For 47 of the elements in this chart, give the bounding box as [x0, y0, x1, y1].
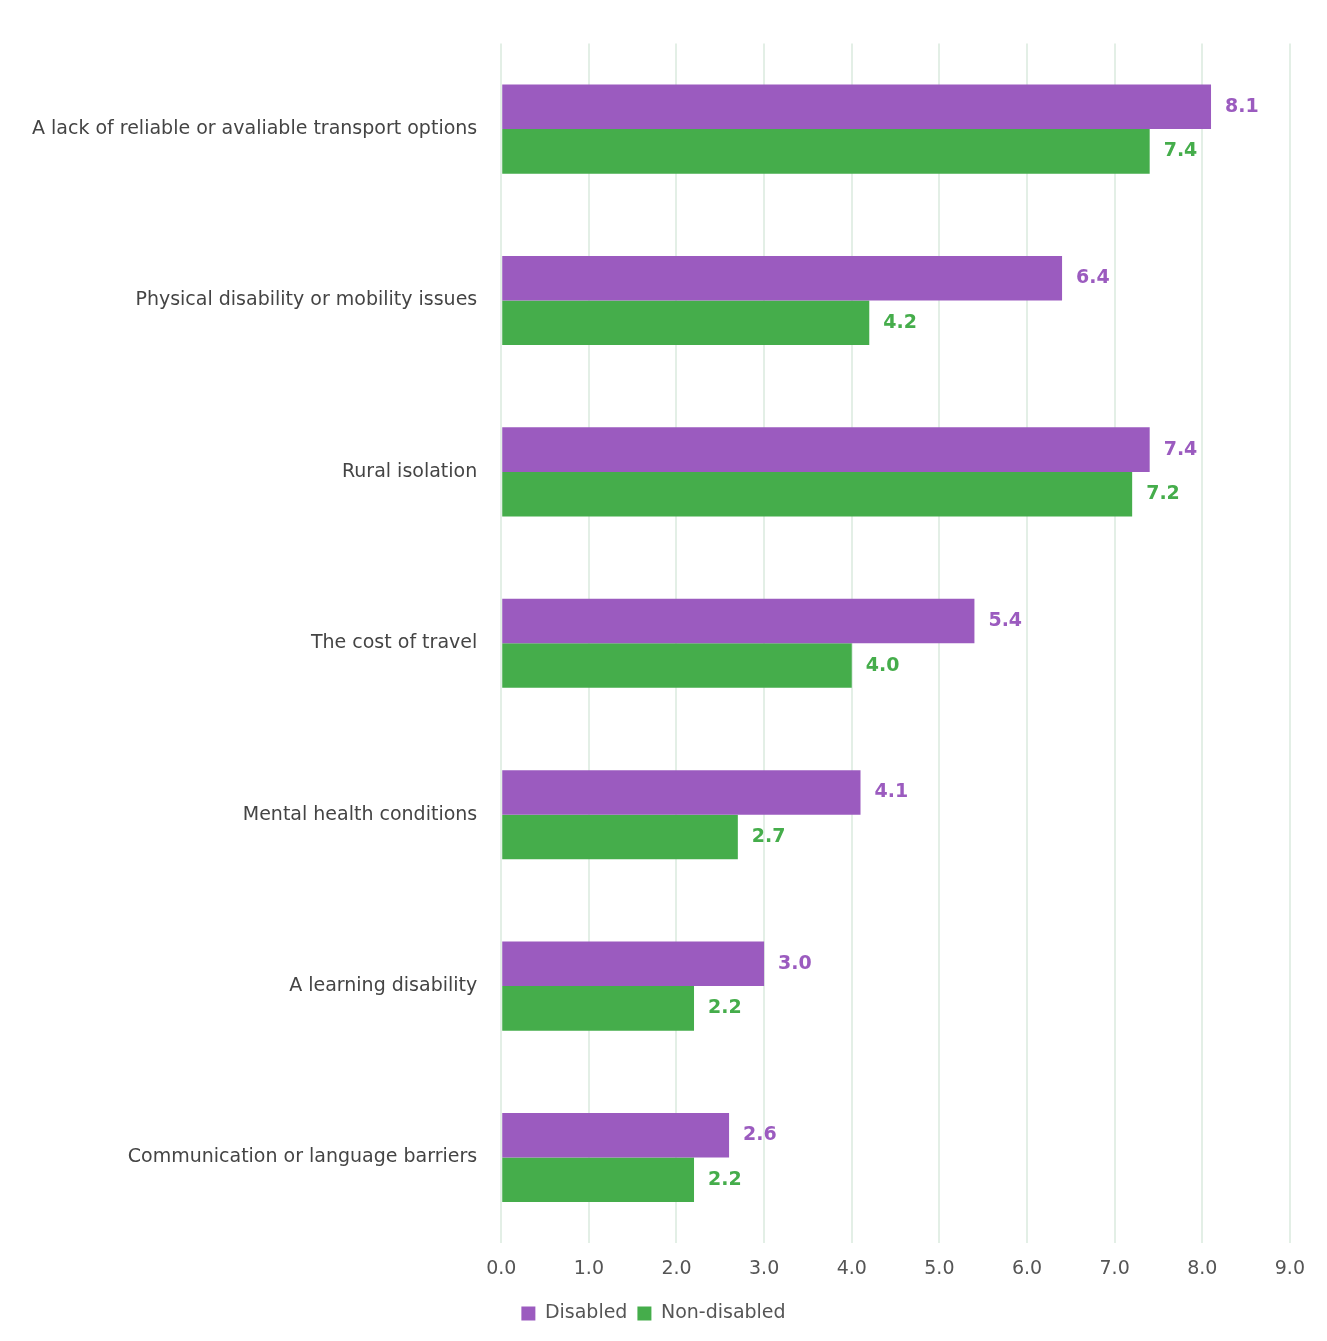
x-tick-label: 6.0 [1011, 1255, 1043, 1278]
bar [502, 643, 852, 688]
x-tick-label: 8.0 [1187, 1255, 1218, 1278]
data-label: 8.1 [1225, 93, 1259, 116]
data-label: 2.2 [708, 995, 742, 1018]
x-tick-label: 7.0 [1099, 1255, 1130, 1278]
legend-label: Non-disabled [660, 1300, 786, 1323]
y-tick-label: Mental health conditions [242, 801, 478, 824]
x-tick-label: 0.0 [486, 1255, 517, 1278]
data-label: 2.2 [708, 1166, 742, 1189]
data-label: 3.0 [778, 950, 812, 973]
data-label: 4.0 [865, 652, 900, 675]
bar [502, 1112, 730, 1158]
bar [502, 770, 861, 815]
bar [502, 300, 870, 346]
bar [502, 84, 1212, 130]
x-tick-label: 9.0 [1274, 1255, 1305, 1278]
bar [502, 427, 1150, 472]
y-tick-label: Rural isolation [341, 458, 478, 481]
x-tick-label: 4.0 [836, 1255, 867, 1278]
data-label: 5.4 [988, 607, 1023, 630]
data-label: 2.7 [751, 823, 786, 846]
y-tick-label: The cost of travel [309, 630, 478, 653]
data-label: 7.4 [1163, 436, 1198, 459]
bar [502, 598, 975, 644]
y-tick-label: Physical disability or mobility issues [135, 287, 478, 310]
bar [502, 255, 1063, 301]
bar [502, 471, 1133, 517]
y-tick-label: A lack of reliable or avaliable transport options [31, 116, 478, 139]
y-tick-label: A learning disability [289, 973, 478, 996]
bar [502, 814, 738, 860]
data-label: 6.4 [1076, 265, 1110, 288]
bar [502, 129, 1150, 174]
data-label: 4.1 [874, 779, 909, 802]
data-label: 7.2 [1146, 481, 1180, 504]
x-tick-label: 2.0 [661, 1255, 692, 1278]
y-tick-label: Communication or language barriers [127, 1144, 478, 1167]
legend-label: Disabled [544, 1300, 628, 1323]
data-label: 2.6 [743, 1122, 777, 1145]
bar [502, 986, 695, 1031]
data-label: 4.2 [883, 309, 917, 332]
bar [502, 941, 765, 987]
bar [502, 1157, 695, 1203]
x-tick-label: 1.0 [573, 1255, 604, 1278]
data-label: 7.4 [1163, 138, 1198, 161]
x-tick-label: 3.0 [749, 1255, 780, 1278]
x-tick-label: 5.0 [924, 1255, 955, 1278]
